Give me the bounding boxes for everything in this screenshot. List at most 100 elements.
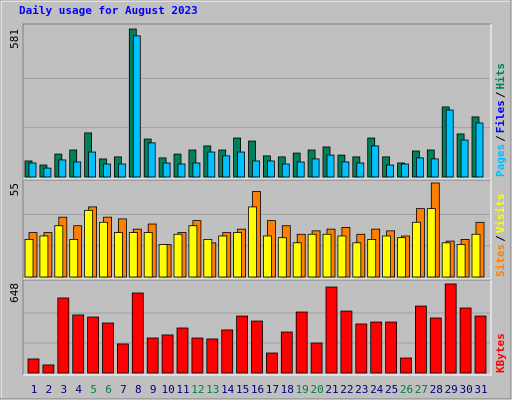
bar: [248, 206, 257, 278]
bar: [158, 244, 168, 278]
bar: [58, 159, 67, 178]
x-tick-label: 5: [90, 383, 97, 396]
x-tick-label: 17: [266, 383, 279, 396]
bar: [371, 145, 380, 178]
bar: [161, 334, 174, 374]
bar: [28, 162, 37, 178]
bar: [367, 238, 377, 278]
bar: [87, 316, 99, 374]
bar: [281, 163, 290, 178]
bar: [444, 283, 457, 374]
bar: [474, 315, 487, 374]
bar: [162, 162, 171, 178]
bar: [355, 323, 368, 374]
bar: [233, 232, 243, 278]
bar: [192, 162, 201, 178]
bar: [352, 242, 362, 278]
legend-entry: Pages: [494, 144, 507, 177]
bar: [114, 232, 123, 278]
bar: [460, 139, 469, 178]
x-tick-label: 19: [296, 383, 309, 396]
bar: [54, 225, 64, 278]
legend: Sites /Visits: [494, 194, 507, 278]
bar: [73, 161, 82, 178]
bar: [102, 322, 114, 374]
x-tick-label: 30: [459, 383, 472, 396]
bar: [382, 235, 392, 278]
bar: [177, 163, 186, 178]
bar: [326, 154, 335, 178]
bar: [401, 163, 409, 178]
bar: [337, 235, 347, 278]
x-tick-label: 23: [355, 383, 368, 396]
bar: [251, 320, 263, 374]
bar: [176, 327, 189, 374]
bar: [248, 140, 256, 178]
bar: [310, 342, 323, 374]
x-tick-label: 20: [310, 383, 323, 396]
bar: [415, 157, 424, 178]
chart-title: Daily usage for August 2023: [19, 4, 198, 17]
bar: [400, 357, 412, 374]
x-tick-label: 28: [430, 383, 443, 396]
x-tick-label: 2: [46, 383, 53, 396]
y-max-label: 55: [8, 183, 21, 196]
bar: [191, 337, 204, 374]
x-tick-label: 21: [325, 383, 338, 396]
bar: [311, 158, 320, 178]
legend-entry: Hits: [494, 63, 507, 90]
bar: [237, 151, 246, 178]
bar: [471, 233, 481, 278]
bar: [128, 232, 138, 278]
bar: [262, 235, 272, 278]
bar: [118, 163, 126, 178]
bar: [295, 311, 308, 374]
bar: [429, 317, 442, 374]
panel-bevel: [23, 24, 492, 180]
bar: [173, 233, 183, 278]
legend-entry: KBytes: [494, 333, 507, 373]
bar: [426, 208, 436, 278]
bar: [325, 286, 338, 374]
bar: [459, 307, 472, 374]
x-tick-label: 18: [281, 383, 294, 396]
bar: [430, 158, 439, 178]
bar: [277, 237, 287, 278]
bar: [27, 358, 40, 374]
bar: [322, 233, 332, 278]
x-tick-label: 24: [370, 383, 384, 396]
bar: [414, 305, 427, 374]
x-tick-label: 3: [60, 383, 67, 396]
bar: [341, 161, 350, 178]
x-tick-label: 7: [120, 383, 127, 396]
bar: [411, 221, 421, 278]
x-tick-label: 13: [206, 383, 219, 396]
bar: [266, 160, 275, 178]
bar: [57, 297, 70, 374]
legend-separator: /: [494, 135, 507, 142]
bar: [236, 315, 249, 374]
bar: [117, 343, 129, 374]
bar: [265, 352, 278, 374]
x-tick-label: 25: [385, 383, 398, 396]
bar: [203, 238, 213, 278]
x-tick-label: 16: [251, 383, 264, 396]
bar: [146, 337, 159, 374]
bar: [222, 155, 231, 178]
legend-separator: /: [494, 91, 507, 98]
bar: [143, 232, 153, 278]
bar: [340, 310, 353, 374]
bar: [69, 238, 79, 278]
x-tick-label: 1: [31, 383, 38, 396]
x-tick-label: 9: [150, 383, 157, 396]
bar: [43, 167, 52, 178]
bar: [445, 109, 454, 178]
bar: [131, 292, 144, 374]
bar: [475, 122, 484, 178]
bar: [39, 235, 49, 278]
bar: [88, 151, 96, 178]
legend-entry: Visits: [494, 194, 507, 234]
panel-bevel: [23, 180, 492, 280]
